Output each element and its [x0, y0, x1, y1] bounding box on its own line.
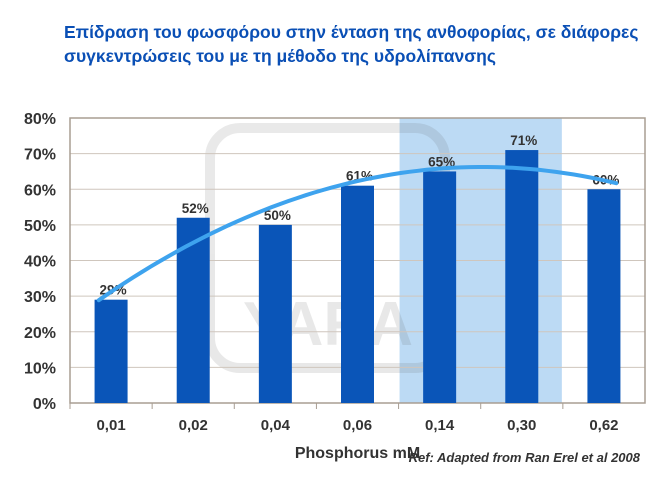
trendline: [96, 165, 619, 303]
x-tick-label: 0,14: [425, 417, 455, 434]
y-tick-label: 50%: [24, 218, 56, 235]
x-tick-label: 0,62: [589, 417, 618, 434]
y-tick-label: 20%: [24, 325, 56, 342]
y-tick-label: 0%: [33, 396, 56, 413]
data-label: 71%: [510, 133, 537, 148]
data-label: 50%: [264, 208, 291, 223]
bar-0,02: [176, 217, 210, 403]
x-tick-label: 0,06: [343, 417, 372, 434]
y-tick-label: 70%: [24, 147, 56, 164]
y-tick-label: 80%: [24, 111, 56, 128]
bar-0,04: [258, 224, 292, 403]
y-tick-label: 30%: [24, 289, 56, 306]
chart-title: Επίδραση του φωσφόρου στην ένταση της αν…: [64, 22, 639, 66]
bar-0,14: [423, 171, 457, 403]
bar-0,62: [587, 189, 621, 403]
data-label: 52%: [182, 201, 209, 216]
x-tick-label: 0,02: [179, 417, 208, 434]
reference-note: Ref: Adapted from Ran Erel et al 2008: [408, 450, 640, 465]
x-axis-label: Phosphorus mM: [295, 445, 420, 462]
y-tick-label: 60%: [24, 182, 56, 199]
x-tick-label: 0,30: [507, 417, 536, 434]
data-label: 65%: [428, 154, 455, 169]
y-tick-label: 40%: [24, 254, 56, 271]
bar-0,06: [341, 185, 374, 403]
bar-0,01: [94, 299, 128, 403]
y-tick-label: 10%: [24, 360, 56, 377]
x-tick-label: 0,01: [96, 417, 125, 434]
bar-0,30: [505, 150, 539, 403]
x-tick-label: 0,04: [261, 417, 291, 434]
